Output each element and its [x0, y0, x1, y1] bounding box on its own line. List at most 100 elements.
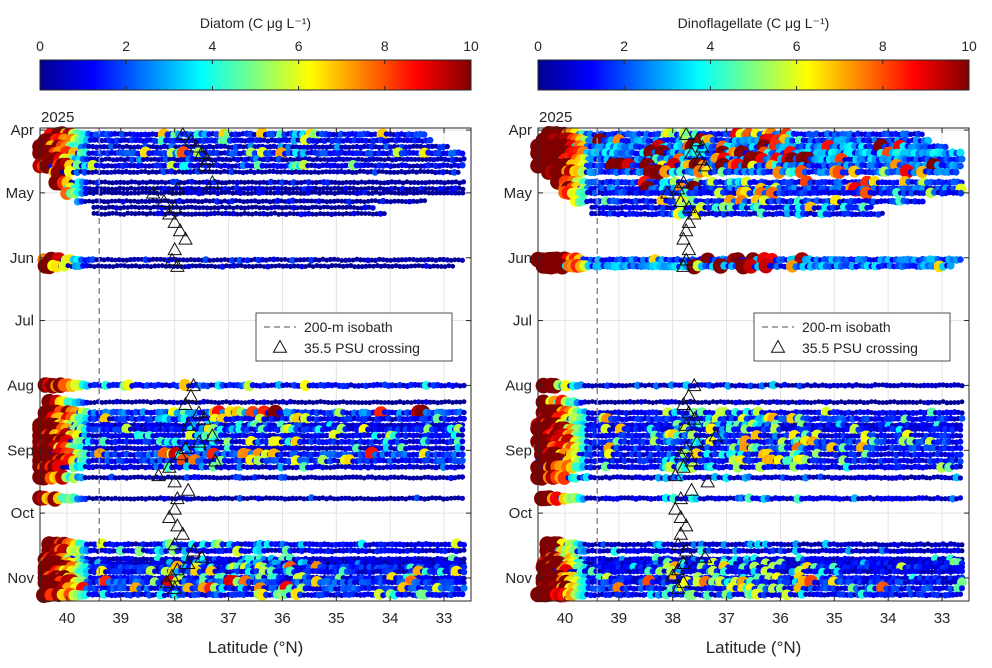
data-point [238, 179, 244, 185]
data-point [419, 180, 425, 186]
data-point [249, 191, 255, 196]
data-point [94, 189, 100, 195]
data-point [393, 156, 399, 163]
data-point [90, 190, 96, 196]
colorbar-tick-label: 6 [793, 38, 801, 54]
data-point [280, 211, 285, 217]
data-point [214, 198, 221, 205]
data-point [306, 210, 312, 217]
data-point [113, 205, 120, 211]
data-point [129, 399, 135, 405]
data-point [388, 258, 394, 263]
data-point [460, 190, 466, 196]
data-point [284, 157, 290, 163]
data-point [197, 205, 202, 211]
data-point [181, 211, 187, 217]
data-point [124, 190, 130, 196]
data-point [425, 256, 431, 263]
data-point [389, 179, 395, 185]
data-point [142, 169, 148, 174]
data-point [237, 190, 244, 196]
data-point [273, 263, 278, 269]
data-point [435, 156, 441, 162]
colorbar-tick-label: 6 [295, 38, 303, 54]
data-point [185, 211, 191, 217]
data-point [359, 211, 364, 216]
data-point [59, 169, 65, 175]
data-point [435, 400, 441, 406]
data-point [102, 186, 108, 192]
data-point [94, 185, 100, 191]
data-point [433, 422, 439, 428]
data-point [218, 169, 223, 175]
data-point [459, 451, 466, 458]
data-point [207, 258, 213, 263]
data-point [408, 180, 414, 186]
data-point [308, 170, 314, 175]
data-point [289, 197, 296, 204]
data-point [140, 204, 146, 210]
data-point [107, 156, 112, 162]
data-point [103, 156, 109, 162]
data-point [329, 205, 334, 211]
data-point [333, 400, 339, 406]
data-point [188, 257, 194, 263]
data-point [378, 157, 384, 162]
data-point [426, 136, 434, 144]
data-point [343, 185, 349, 192]
data-point [197, 263, 203, 269]
data-point [273, 399, 278, 405]
data-point [197, 211, 202, 217]
data-point [444, 169, 450, 175]
data-point [257, 263, 263, 269]
data-point [293, 169, 299, 175]
data-point [397, 264, 403, 269]
data-point [461, 580, 467, 586]
data-point [376, 256, 382, 262]
colorbar [537, 59, 970, 91]
data-point [355, 205, 361, 211]
data-point [113, 257, 118, 263]
data-point [131, 198, 137, 204]
data-point [218, 199, 224, 205]
data-point [380, 169, 385, 175]
data-point [99, 211, 104, 217]
data-point [135, 199, 141, 205]
data-point [140, 211, 146, 216]
data-point [89, 170, 95, 175]
data-point [106, 180, 112, 186]
data-point [404, 186, 409, 192]
data-point [366, 191, 371, 196]
data-point [396, 382, 404, 389]
data-point [365, 198, 371, 204]
data-point [184, 198, 190, 204]
data-point [285, 169, 291, 175]
data-point [214, 257, 220, 263]
data-point [321, 204, 327, 210]
data-point [242, 264, 248, 269]
data-point [406, 144, 413, 150]
data-point [438, 382, 445, 389]
data-point [461, 547, 467, 553]
data-point [416, 156, 422, 162]
data-point [459, 457, 466, 464]
data-point [359, 157, 365, 162]
data-point [355, 180, 361, 186]
data-point [253, 180, 259, 186]
colorbar-tick-label: 10 [961, 38, 977, 54]
data-point [159, 263, 165, 269]
data-point [310, 204, 316, 210]
data-point [200, 190, 206, 196]
data-point [268, 186, 274, 192]
data-point [461, 156, 467, 162]
data-point [361, 169, 367, 174]
data-point [453, 179, 459, 185]
data-point [244, 198, 250, 204]
data-point [346, 422, 352, 428]
data-point [305, 163, 311, 169]
data-point [414, 257, 420, 263]
data-point [381, 190, 387, 196]
data-point [246, 211, 251, 217]
data-point [371, 263, 376, 269]
data-point [301, 144, 307, 150]
